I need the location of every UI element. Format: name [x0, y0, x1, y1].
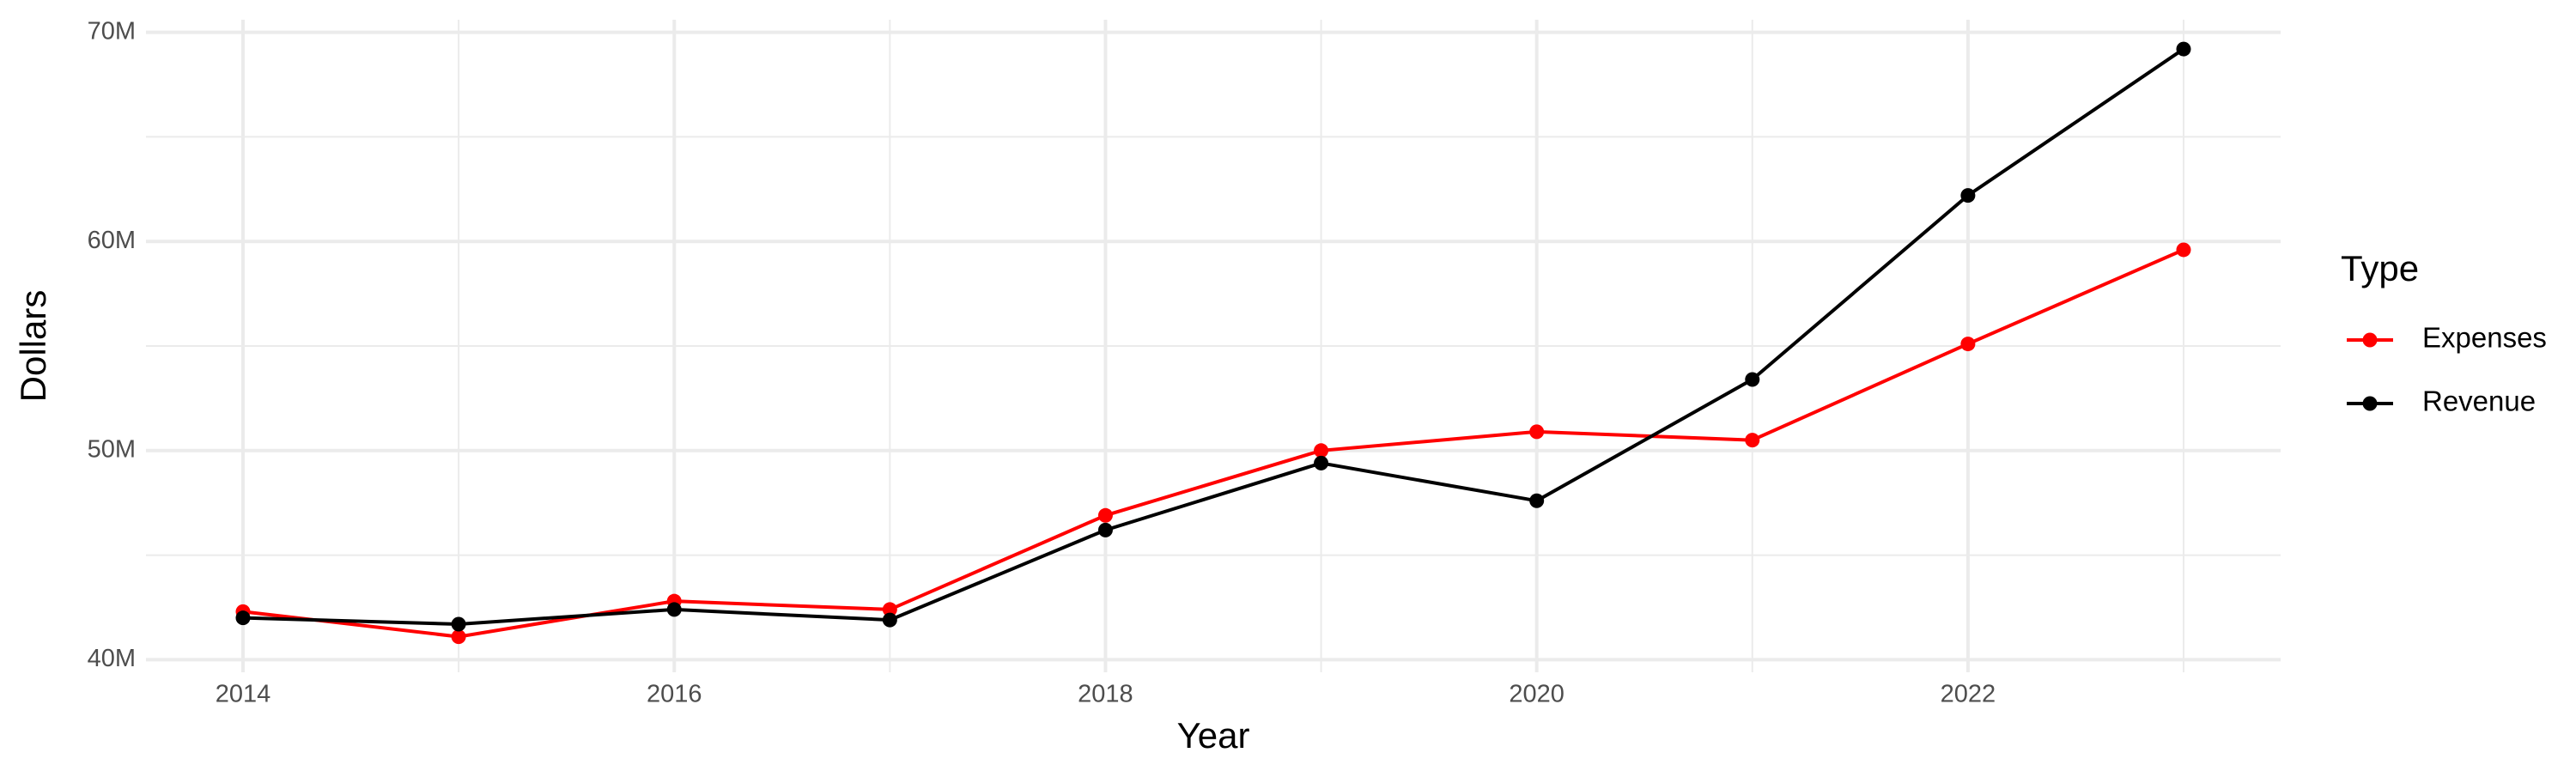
series: [235, 242, 2191, 645]
grid: [146, 20, 2281, 672]
point: [1097, 522, 1113, 537]
x-tick-label: 2014: [216, 681, 271, 708]
point: [1745, 372, 1760, 387]
x-axis-title: Year: [1177, 715, 1250, 756]
y-tick-label: 40M: [88, 645, 136, 672]
point: [1529, 424, 1545, 440]
point: [1529, 493, 1545, 508]
legend-key-point: [2362, 332, 2378, 348]
y-tick-label: 70M: [88, 17, 136, 45]
point: [882, 602, 897, 617]
legend-title: Type: [2341, 248, 2419, 288]
y-axis-title: Dollars: [13, 290, 53, 403]
x-tick-label: 2016: [647, 681, 702, 708]
x-tick-label: 2020: [1509, 681, 1564, 708]
line: [242, 248, 2184, 639]
point: [1314, 443, 1329, 458]
y-tick-label: 60M: [88, 227, 136, 254]
y-tick-label: 50M: [88, 435, 136, 463]
legend-label: Expenses: [2422, 322, 2547, 354]
legend-key-point: [2362, 396, 2378, 411]
point: [451, 629, 466, 645]
point: [666, 602, 682, 617]
point: [2176, 41, 2191, 57]
point: [1960, 337, 1976, 352]
point: [1745, 433, 1760, 448]
x-tick-label: 2018: [1078, 681, 1133, 708]
x-tick-label: 2022: [1941, 681, 1996, 708]
point: [882, 612, 897, 628]
series: [235, 41, 2191, 632]
point: [2176, 242, 2191, 258]
point: [1314, 455, 1329, 470]
point: [1960, 188, 1976, 203]
point: [1097, 507, 1113, 523]
line: [242, 47, 2185, 626]
point: [235, 610, 251, 626]
legend-label: Revenue: [2422, 385, 2536, 417]
point: [451, 616, 466, 632]
